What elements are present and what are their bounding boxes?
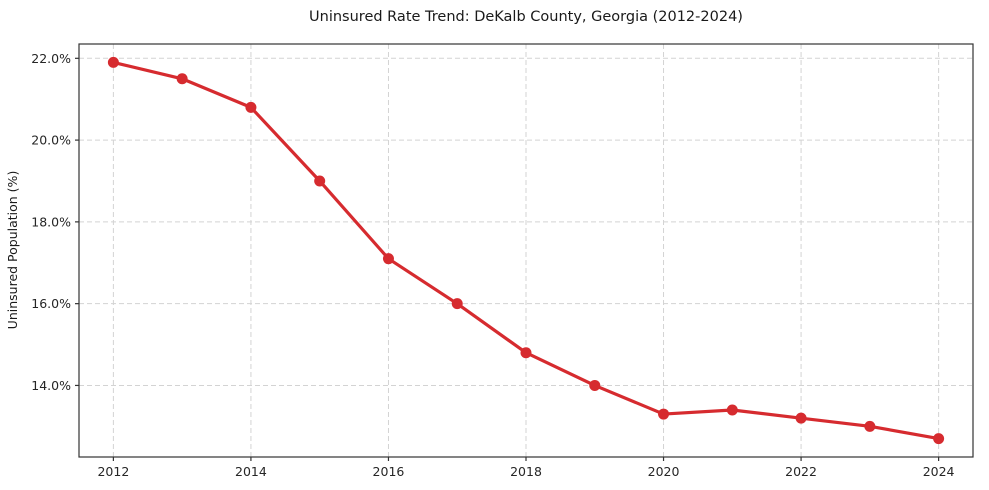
x-tick-label: 2018 — [510, 464, 542, 479]
x-tick-label: 2020 — [648, 464, 680, 479]
data-point — [176, 73, 188, 85]
data-point — [314, 175, 326, 187]
x-tick-label: 2016 — [373, 464, 405, 479]
data-point — [520, 347, 532, 359]
x-tick-label: 2024 — [923, 464, 955, 479]
chart-title: Uninsured Rate Trend: DeKalb County, Geo… — [309, 9, 743, 25]
data-point — [589, 379, 601, 391]
x-tick-label: 2014 — [235, 464, 267, 479]
x-tick-label: 2012 — [97, 464, 129, 479]
data-point — [658, 408, 670, 420]
data-point — [795, 412, 807, 424]
y-tick-label: 22.0% — [31, 51, 71, 66]
data-point — [864, 420, 876, 432]
y-tick-label: 14.0% — [31, 378, 71, 393]
y-tick-label: 18.0% — [31, 214, 71, 229]
y-axis-label: Uninsured Population (%) — [5, 171, 20, 330]
data-point — [107, 56, 119, 68]
data-point — [382, 253, 394, 265]
data-point — [726, 404, 738, 416]
y-tick-label: 16.0% — [31, 296, 71, 311]
data-point — [245, 101, 257, 113]
plot-area: 2012 2014 2016 2018 2020 2022 2024 14.0% 16.0% 18… — [31, 43, 974, 479]
data-point — [933, 433, 945, 445]
plot-border — [78, 43, 974, 458]
x-tick-label: 2022 — [785, 464, 817, 479]
y-tick-label: 20.0% — [31, 133, 71, 148]
data-point — [451, 298, 463, 310]
